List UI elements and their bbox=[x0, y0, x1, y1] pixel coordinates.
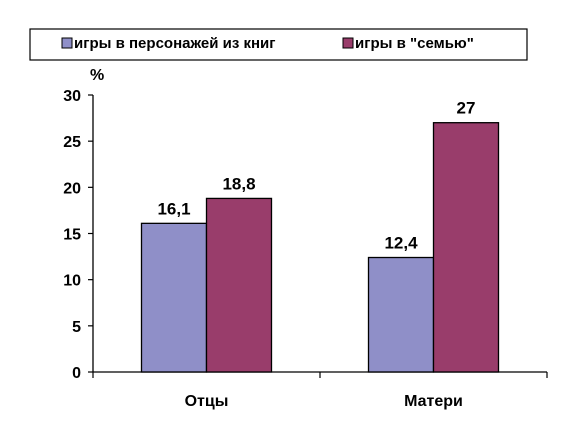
y-tick-label: 10 bbox=[63, 273, 81, 290]
bar-1-2 bbox=[367, 256, 435, 373]
bar-2-1 bbox=[205, 197, 273, 373]
legend-entry-series-2: игры в "семью" bbox=[355, 35, 474, 52]
legend-entry-series-1: игры в персонажей из книг bbox=[74, 35, 276, 52]
x-axis-categories: Отцы Матери bbox=[92, 372, 548, 410]
y-tick-label: 15 bbox=[63, 227, 81, 244]
x-category-label: Матери bbox=[404, 393, 463, 410]
data-label: 27 bbox=[457, 99, 476, 118]
y-tick-label: 30 bbox=[63, 88, 81, 105]
legend-frame bbox=[29, 28, 528, 61]
bar-2-2 bbox=[432, 122, 500, 373]
data-label: 12,4 bbox=[384, 234, 418, 253]
y-tick-label: 20 bbox=[63, 180, 81, 197]
y-tick-label: 25 bbox=[63, 134, 81, 151]
y-tick-label: 0 bbox=[72, 365, 81, 382]
x-category-label: Отцы bbox=[185, 393, 229, 410]
legend: игры в персонажей из книг игры в "семью" bbox=[29, 28, 528, 61]
data-label: 18,8 bbox=[222, 174, 255, 193]
y-unit-label: % bbox=[90, 67, 104, 84]
y-tick-label: 5 bbox=[72, 319, 81, 336]
legend-swatch-series-2 bbox=[342, 37, 354, 49]
y-axis-ticks: 0 5 10 15 20 25 30 bbox=[63, 88, 93, 382]
bars: 16,1 18,8 12,4 27 bbox=[140, 99, 500, 373]
data-label: 16,1 bbox=[157, 199, 190, 218]
bar-1-1 bbox=[140, 222, 208, 373]
legend-swatch-series-1 bbox=[61, 37, 73, 49]
